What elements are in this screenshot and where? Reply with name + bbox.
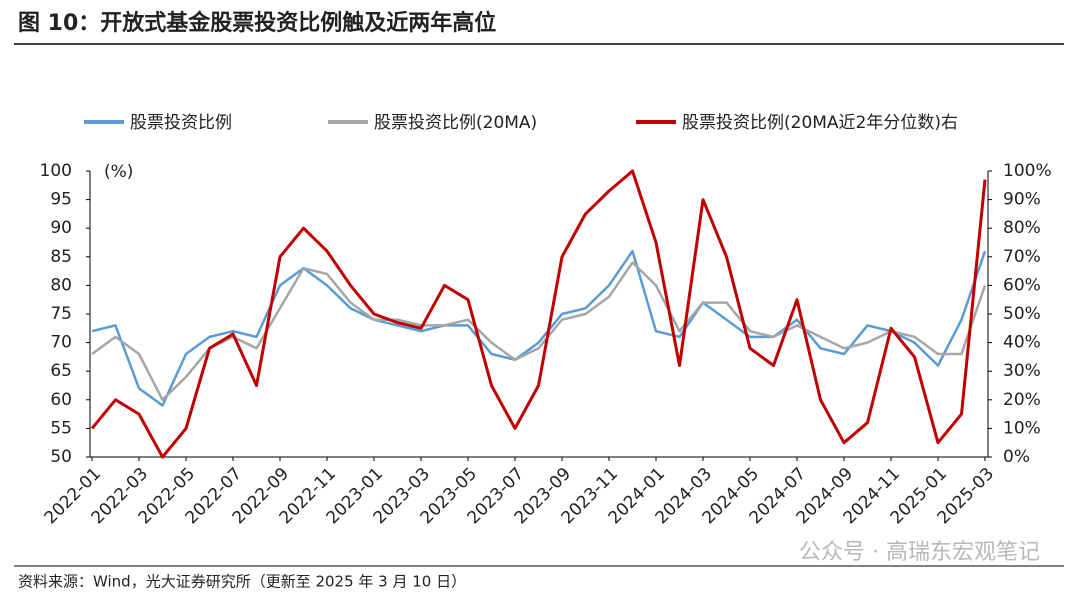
y-tick-label: 55 (50, 418, 72, 438)
y2-tick-label: 80% (1003, 218, 1041, 238)
series-line (90, 169, 987, 459)
y2-tick-label: 30% (1003, 361, 1041, 381)
series-line (91, 249, 987, 407)
y-tick-label: 90 (50, 218, 72, 238)
y2-tick-label: 0% (1003, 447, 1030, 467)
y2-tick-label: 10% (1003, 418, 1041, 438)
chart-title: 图 10：开放式基金股票投资比例触及近两年高位 (18, 10, 496, 36)
y2-tick-label: 90% (1003, 190, 1041, 210)
legend-label: 股票投资比例 (130, 113, 232, 133)
y-unit: (%) (104, 162, 133, 182)
y2-tick-label: 100% (1003, 161, 1052, 181)
series-line (91, 261, 987, 402)
y-tick-label: 95 (50, 190, 72, 210)
y-tick-label: 70 (50, 333, 72, 353)
watermark: 公众号 · 高瑞东宏观笔记 (799, 540, 1040, 565)
y-tick-label: 50 (50, 447, 72, 467)
y-tick-label: 75 (50, 304, 72, 324)
y2-tick-label: 70% (1003, 247, 1041, 267)
source: 资料来源：Wind，光大证券研究所（更新至 2025 年 3 月 10 日） (18, 573, 466, 591)
y-tick-label: 100 (40, 161, 72, 181)
y-tick-label: 60 (50, 390, 72, 410)
y-tick-label: 65 (50, 361, 72, 381)
y2-tick-label: 50% (1003, 304, 1041, 324)
y-tick-label: 85 (50, 247, 72, 267)
legend-label: 股票投资比例(20MA) (374, 113, 537, 133)
y-tick-label: 80 (50, 275, 72, 295)
legend-label: 股票投资比例(20MA近2年分位数)右 (682, 113, 958, 133)
y2-tick-label: 40% (1003, 333, 1041, 353)
y2-tick-label: 20% (1003, 390, 1041, 410)
y2-tick-label: 60% (1003, 275, 1041, 295)
